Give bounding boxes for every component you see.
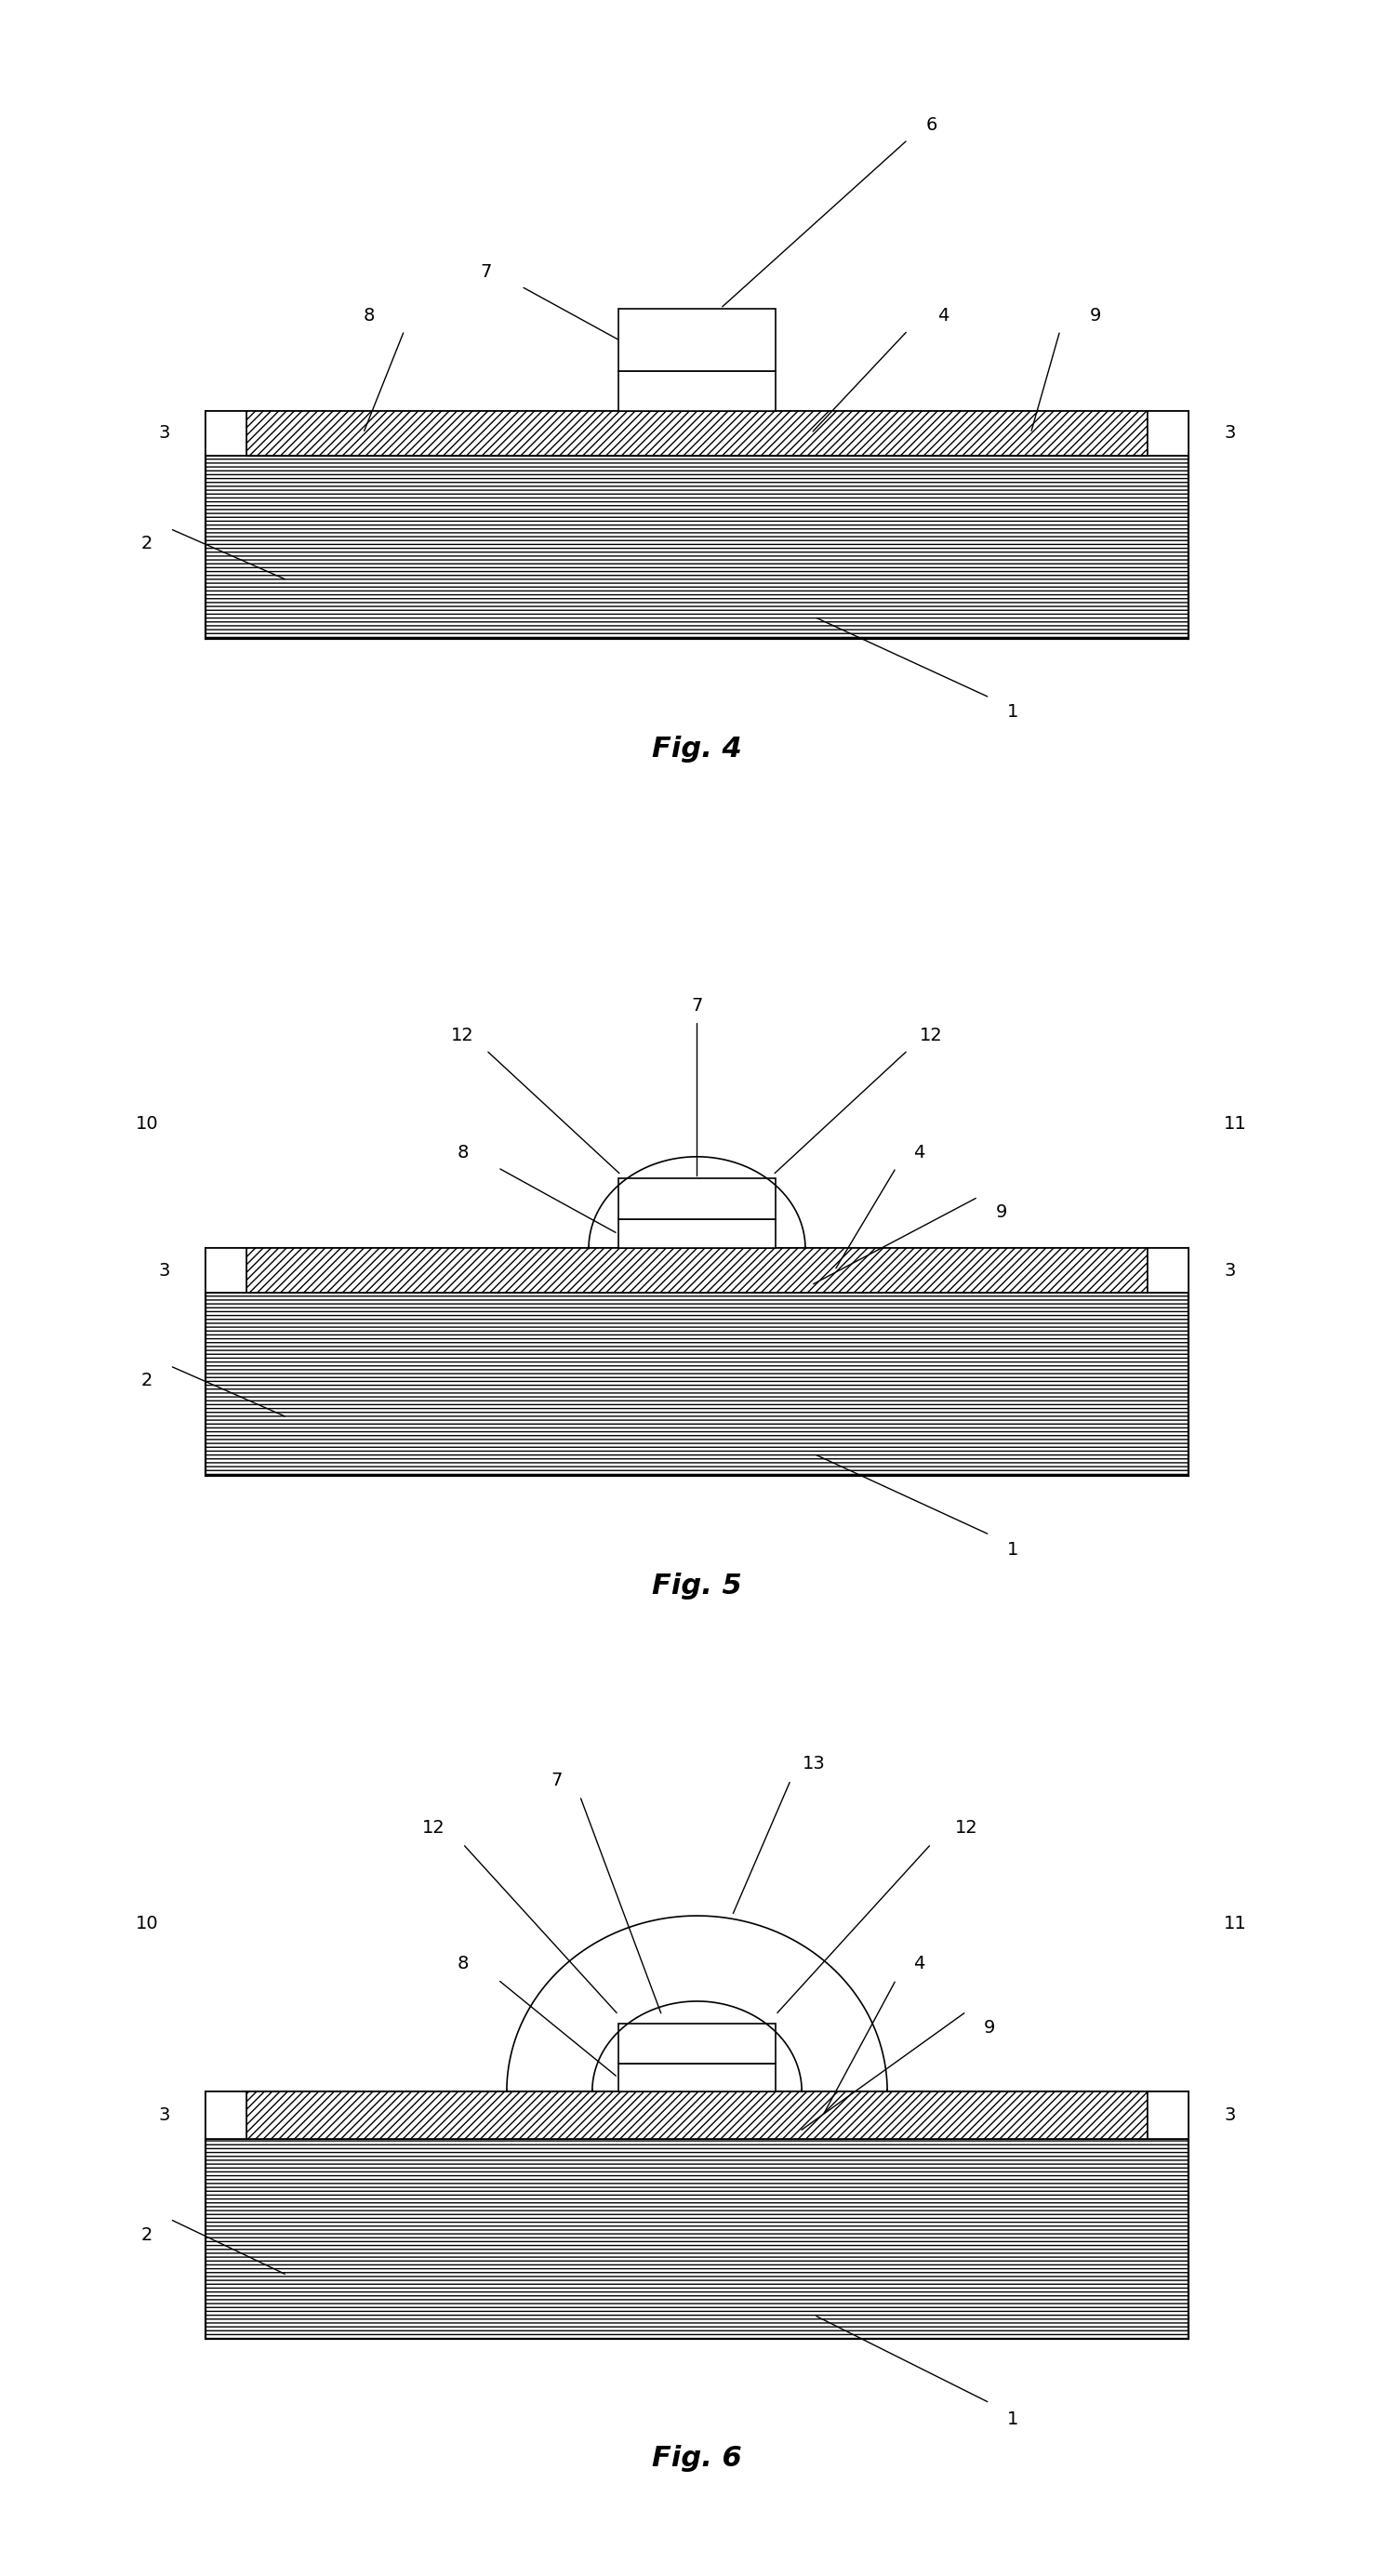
Text: Fig. 4: Fig. 4 [652, 737, 742, 762]
Text: 13: 13 [803, 1754, 825, 1772]
Bar [247, 412, 1147, 456]
Text: 9: 9 [984, 2020, 995, 2038]
Bar [205, 412, 247, 456]
Text: 8: 8 [457, 1955, 468, 1973]
Text: 7: 7 [691, 997, 703, 1015]
Text: Fig. 5: Fig. 5 [652, 1574, 742, 1600]
Text: 9: 9 [995, 1203, 1008, 1221]
Text: 3: 3 [1224, 425, 1235, 443]
Text: 12: 12 [452, 1028, 474, 1043]
Text: 3: 3 [1224, 1262, 1235, 1280]
Bar [247, 1249, 1147, 1293]
Bar [1147, 2092, 1189, 2138]
Text: 11: 11 [1224, 1115, 1248, 1133]
Text: 12: 12 [920, 1028, 942, 1043]
Bar [1147, 412, 1189, 456]
Bar [205, 1293, 1189, 1476]
Text: 4: 4 [937, 307, 949, 325]
Bar [205, 456, 1189, 639]
Bar [1147, 1249, 1189, 1293]
Text: 2: 2 [141, 1373, 152, 1388]
Text: 10: 10 [135, 1914, 158, 1932]
Text: 7: 7 [551, 1772, 562, 1788]
Text: 3: 3 [1224, 2107, 1235, 2125]
Bar [205, 1249, 247, 1293]
Text: 8: 8 [364, 307, 375, 325]
Text: 2: 2 [141, 2226, 152, 2244]
Text: 1: 1 [1008, 703, 1019, 721]
Text: 10: 10 [135, 1115, 158, 1133]
Text: 4: 4 [913, 1955, 926, 1973]
Text: 12: 12 [955, 1819, 977, 1837]
Bar [618, 1180, 776, 1218]
Bar [618, 309, 776, 371]
Bar [247, 2092, 1147, 2138]
Text: 1: 1 [1008, 1540, 1019, 1558]
Text: 7: 7 [481, 263, 492, 281]
Text: 8: 8 [457, 1144, 468, 1162]
Text: 12: 12 [422, 1819, 445, 1837]
Text: 6: 6 [926, 116, 937, 134]
Text: 4: 4 [913, 1144, 926, 1162]
Bar [618, 1218, 776, 1249]
Text: 3: 3 [159, 425, 170, 443]
Bar [618, 371, 776, 412]
Text: 2: 2 [141, 536, 152, 551]
Bar [205, 2092, 247, 2138]
Text: Fig. 6: Fig. 6 [652, 2445, 742, 2473]
Bar [618, 2063, 776, 2092]
Bar [618, 2025, 776, 2063]
Bar [205, 2138, 1189, 2339]
Text: 1: 1 [1008, 2411, 1019, 2427]
Text: 9: 9 [1089, 307, 1101, 325]
Text: 11: 11 [1224, 1914, 1248, 1932]
Text: 3: 3 [159, 1262, 170, 1280]
Text: 3: 3 [159, 2107, 170, 2125]
